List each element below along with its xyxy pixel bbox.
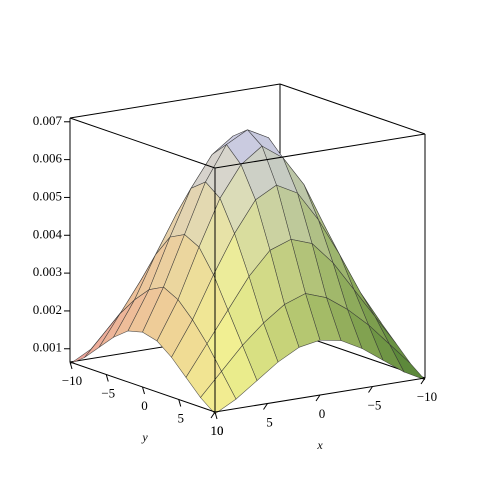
x-tick-label: 0: [319, 406, 326, 421]
z-tick-label: 0.001: [33, 340, 62, 355]
y-tick-label: 10: [211, 423, 224, 438]
z-tick-label: 0.004: [33, 226, 63, 241]
y-tick: [69, 361, 73, 370]
x-axis-label: x: [316, 438, 323, 452]
box-edge: [214, 133, 426, 169]
x-tick: [210, 411, 216, 419]
z-tick-label: 0.005: [33, 188, 62, 203]
y-tick: [105, 374, 109, 382]
y-tick: [178, 399, 182, 407]
y-axis-label: y: [141, 430, 148, 444]
z-tick-label: 0.007: [33, 113, 63, 128]
y-tick-label: 0: [141, 398, 148, 413]
z-tick-label: 0.002: [33, 302, 62, 317]
z-tick-label: 0.006: [33, 151, 63, 166]
x-tick: [368, 386, 373, 393]
box-edge: [69, 117, 216, 169]
z-tick-label: 0.003: [33, 264, 62, 279]
x-tick: [315, 394, 321, 402]
x-tick-label: −5: [368, 397, 382, 412]
surface-patch: [200, 370, 237, 415]
x-tick: [420, 377, 426, 385]
x-tick-label: 5: [266, 414, 273, 429]
y-tick-label: −5: [101, 385, 115, 400]
x-tick-label: −10: [417, 389, 437, 404]
x-tick: [263, 403, 268, 410]
y-tick: [214, 411, 218, 420]
x-tick-label: 10: [211, 423, 224, 438]
y-tick-label: −10: [62, 373, 82, 388]
y-tick-label: 5: [178, 410, 185, 425]
box-edge: [69, 83, 281, 119]
y-tick: [142, 386, 145, 395]
box-edge: [279, 83, 426, 135]
